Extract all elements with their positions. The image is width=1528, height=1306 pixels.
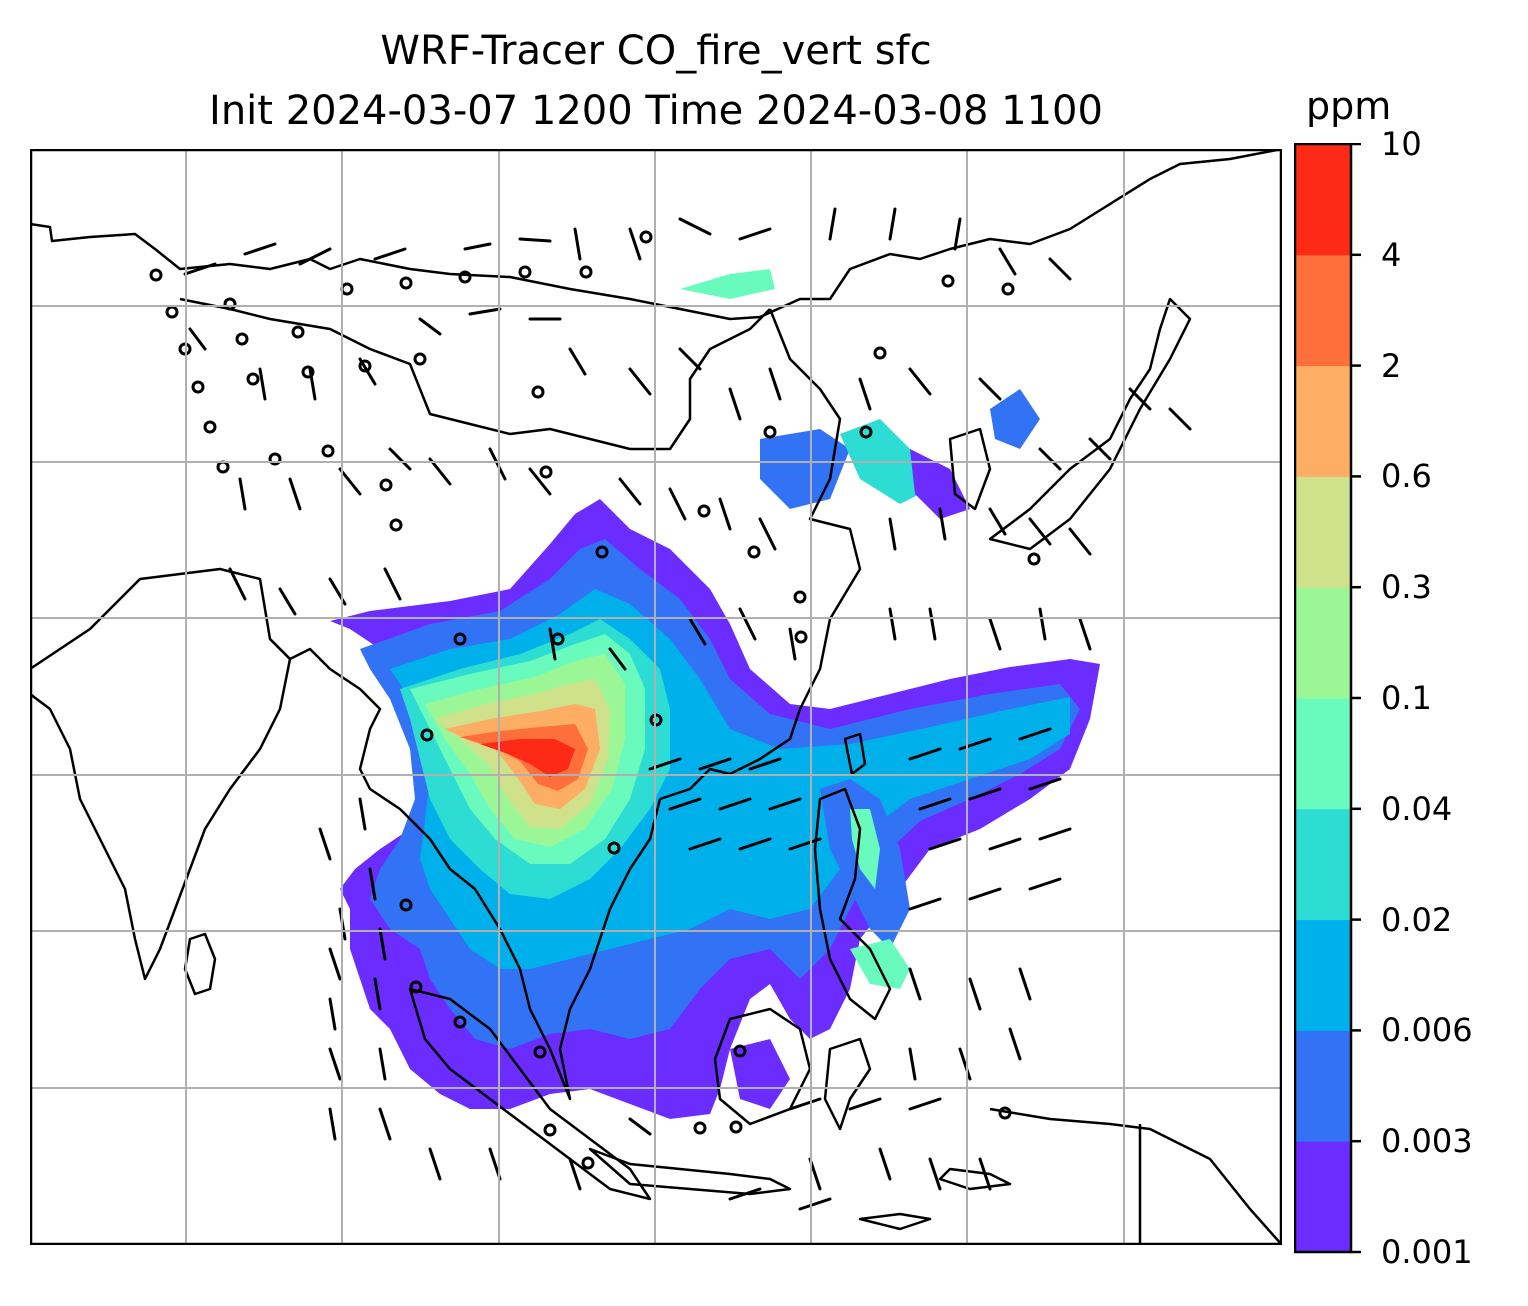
coast-indochina (269, 638, 662, 1101)
colorbar-tick-label: 0.02 (1381, 900, 1453, 939)
coast-srilanka (183, 932, 217, 996)
colorbar-tick-label: 2 (1381, 346, 1402, 385)
contour-patch-ne3 (910, 449, 970, 519)
colorbar (1294, 143, 1361, 1254)
colorbar-tick-label: 4 (1381, 235, 1402, 274)
colorbar-tick-label: 0.6 (1381, 457, 1432, 496)
coast-small-isles (858, 1212, 932, 1231)
colorbar-swatch (1295, 144, 1351, 256)
colorbar-tick-label: 0.1 (1381, 679, 1432, 717)
coast-india (30, 567, 292, 981)
coast-timor (938, 1167, 1012, 1191)
colorbar-tick-label: 0.006 (1381, 1011, 1473, 1050)
contour-patch-east-inner (850, 809, 880, 889)
coast-japan (988, 297, 1192, 551)
colorbar-tick-label: 10 (1381, 125, 1422, 163)
colorbar-swatch (1295, 698, 1351, 810)
colorbar-tick-label: 0.003 (1381, 1122, 1473, 1161)
coast-sulawesi (823, 1037, 872, 1131)
map-subtitle: Init 2024-03-07 1200 Time 2024-03-08 110… (209, 88, 1103, 134)
co-concentration-field (330, 269, 1100, 1119)
colorbar-swatch (1295, 365, 1351, 477)
contour-patch-luzon (850, 939, 910, 989)
colorbar-tick-label: 0.04 (1381, 789, 1453, 828)
colorbar-swatch (1295, 919, 1351, 1031)
contour-patch-north (680, 269, 775, 299)
map-frame (30, 149, 1282, 1245)
contour-patch-japan (990, 389, 1040, 449)
map-title: WRF-Tracer CO_fire_vert sfc (380, 28, 932, 74)
colorbar-swatch (1295, 587, 1351, 699)
contour-patch-ne1 (760, 429, 850, 509)
gridlines (30, 149, 1282, 1245)
colorbar-swatches (1295, 144, 1351, 1253)
calm-wind-circles (149, 230, 1041, 1170)
colorbar-swatch (1295, 1141, 1351, 1253)
colorbar-swatch (1295, 476, 1351, 588)
border-mongolia (179, 297, 771, 451)
colorbar-swatch (1295, 254, 1351, 367)
coast-philippines (813, 787, 892, 1021)
colorbar-swatch (1295, 1030, 1351, 1142)
colorbar-ticks (1351, 143, 1361, 1254)
map-panel (30, 149, 1282, 1245)
coast-java (588, 1147, 792, 1196)
coast-new-guinea (989, 1107, 1282, 1245)
contour-10 (480, 739, 575, 777)
colorbar-tick-label: 0.3 (1381, 568, 1432, 607)
colorbar-tick-label: 0.001 (1381, 1233, 1473, 1271)
coast-taiwan (843, 732, 867, 776)
colorbar-units-label: ppm (1306, 84, 1392, 128)
coast-korea (948, 427, 992, 511)
colorbar-swatch (1295, 808, 1351, 921)
contour-patch-borneo (730, 1039, 790, 1109)
